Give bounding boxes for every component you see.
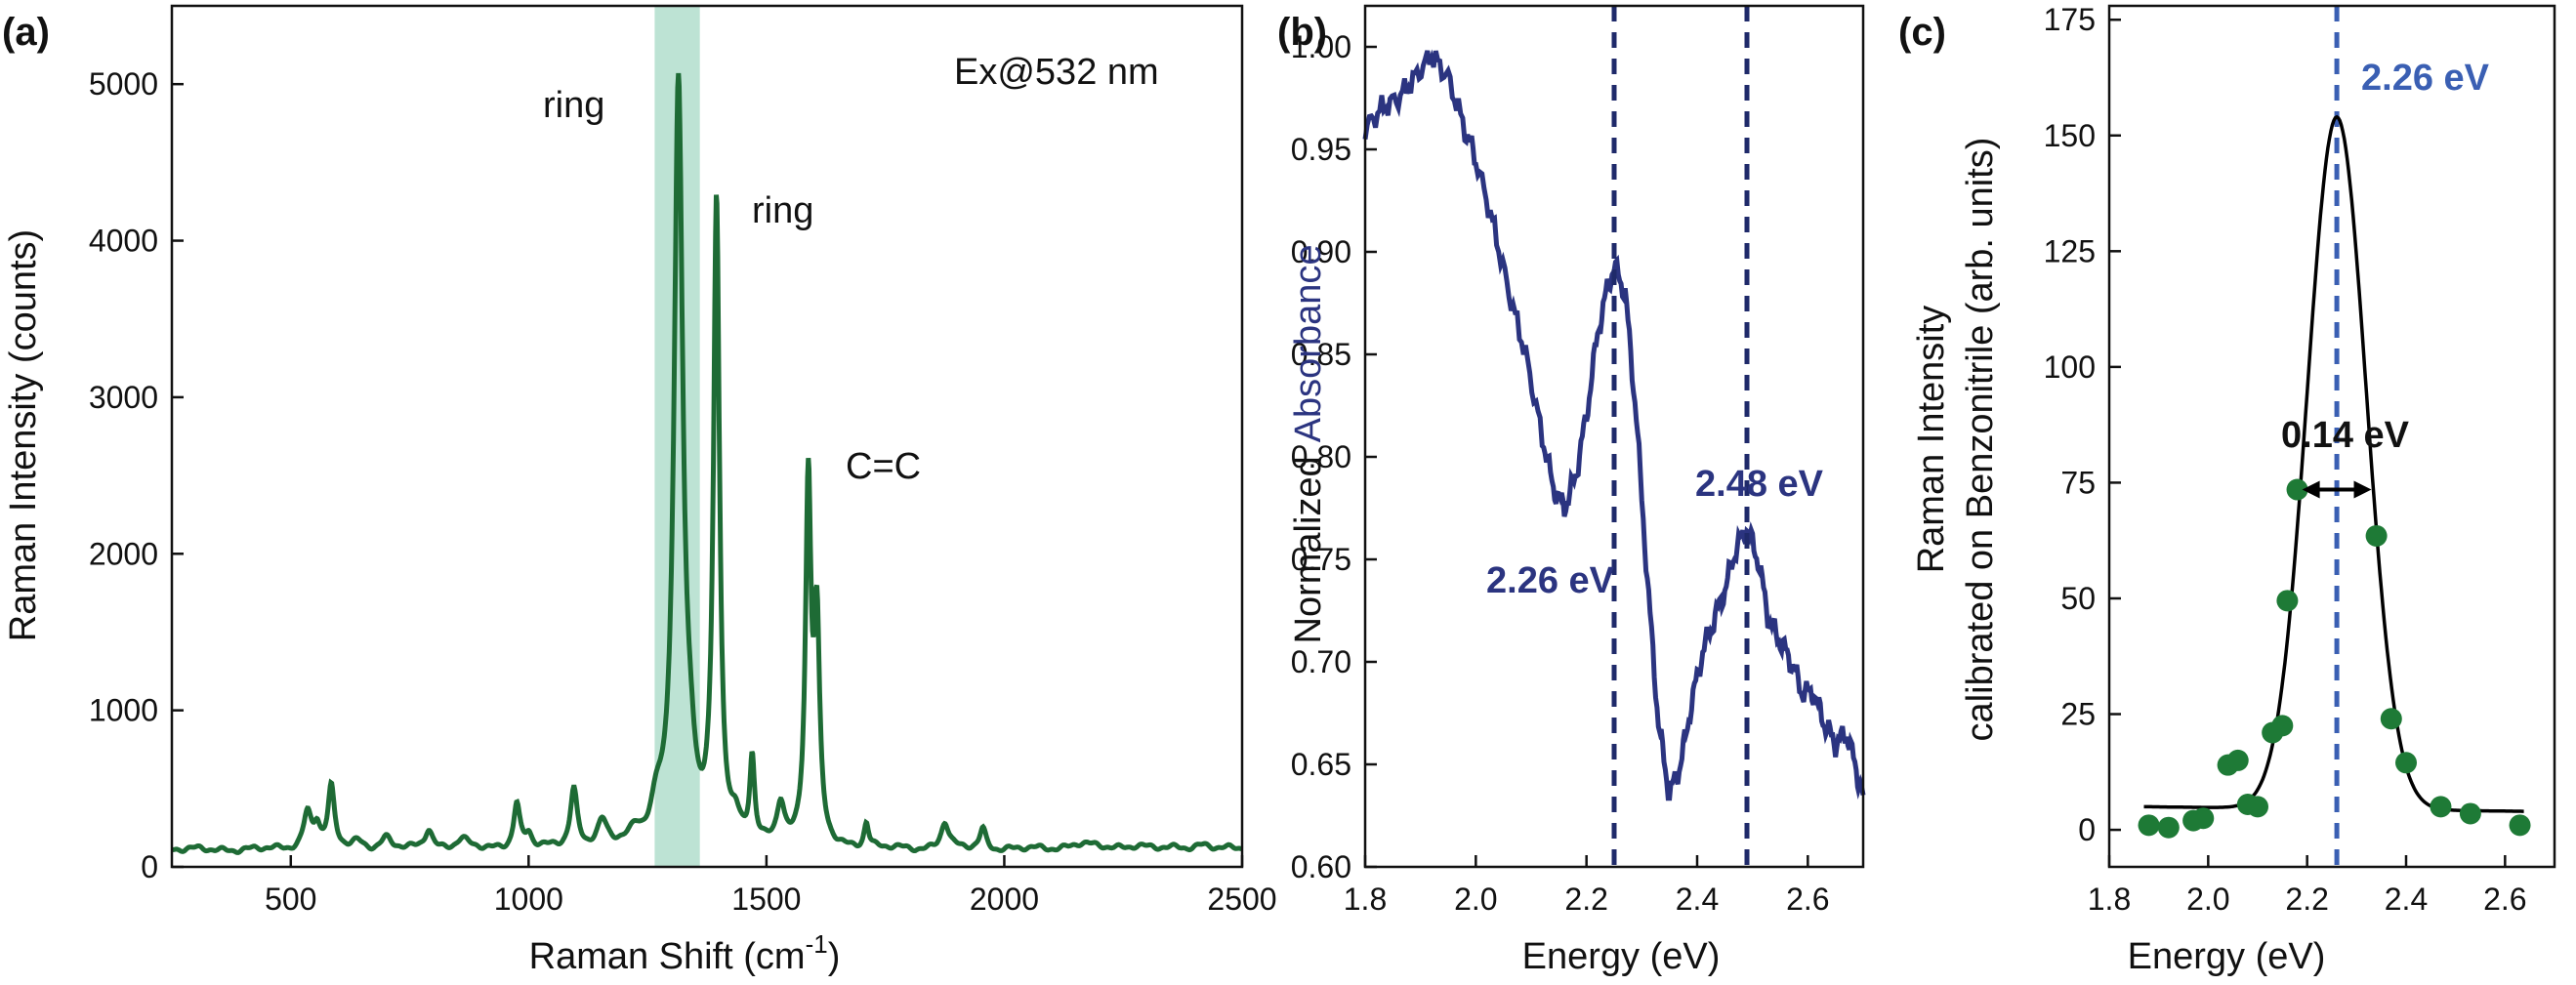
y-axis-label-c-line1: Raman Intensity — [1911, 306, 1952, 574]
x-tick-label: 1.8 — [2088, 882, 2131, 917]
data-point — [2459, 802, 2481, 825]
y-tick-label: 0.60 — [1291, 849, 1351, 884]
y-tick-label: 0.65 — [1291, 747, 1351, 782]
y-axis-label-b: NormalizedAbsorbance — [1288, 245, 1329, 644]
data-point — [2380, 708, 2402, 730]
panel-c-chart: 1.8 2.0 2.2 2.4 2.6 0 25 50 75 100 125 150 175 2.26… — [1911, 2, 2556, 977]
fwhm-arrow — [2302, 480, 2372, 499]
panel-b-chart: 1.8 2.0 2.2 2.4 2.6 0.60 0.65 0.70 0.75 0.80 0.85… — [1288, 4, 1866, 977]
plot-frame — [1363, 4, 1865, 869]
y-tick-label: 75 — [2060, 465, 2096, 500]
x-tick-label: 2.2 — [2285, 882, 2328, 917]
data-point — [2286, 478, 2308, 501]
x-tick-label: 2.6 — [2483, 882, 2526, 917]
y-tick-label: 3000 — [89, 380, 158, 415]
panel-b-label: (b) — [1277, 11, 1327, 54]
gaussian-fit-line — [2143, 114, 2524, 813]
raman-spectrum-line — [171, 72, 1244, 855]
x-tick-label: 2.4 — [2385, 882, 2428, 917]
arrowhead-left — [2302, 480, 2320, 499]
data-point — [2192, 807, 2215, 830]
x-tick-label: 1000 — [494, 882, 563, 917]
panel-a-chart: 500 1000 1500 2000 2500 0 1000 2000 3000 4000 500… — [3, 4, 1277, 977]
data-point — [2271, 715, 2294, 737]
y-tick-label: 175 — [2044, 2, 2096, 37]
panel-c-label: (c) — [1898, 11, 1946, 54]
y-tick-label: 4000 — [89, 224, 158, 259]
annotation-cc: C=C — [846, 446, 921, 487]
x-tick-label: 2.2 — [1564, 882, 1607, 917]
plot-frame — [2107, 4, 2556, 869]
x-tick-label: 500 — [265, 882, 316, 917]
y-tick-label: 50 — [2060, 581, 2096, 616]
y-tick-label: 0.95 — [1291, 132, 1351, 167]
x-tick-label: 2.0 — [2186, 882, 2229, 917]
y-tick-label: 0 — [2078, 812, 2096, 847]
data-point — [2430, 796, 2452, 818]
x-axis-label-a: Raman Shift (cm-1) — [529, 929, 841, 977]
y-tick-label: 25 — [2060, 697, 2096, 732]
y-tick-label: 0.70 — [1291, 644, 1351, 679]
absorbance-line — [1362, 49, 1866, 801]
x-axis-label-c: Energy (eV) — [2128, 936, 2326, 977]
y-tick-label: 1000 — [89, 693, 158, 728]
x-tick-label: 1.8 — [1344, 882, 1387, 917]
annotation-ring-1: ring — [543, 85, 604, 126]
data-point — [2157, 816, 2180, 839]
annotation-fwhm: 0.14 eV — [2281, 415, 2410, 456]
x-tick-label: 2.4 — [1676, 882, 1719, 917]
y-axis-label-a: Raman Intensity (counts) — [3, 229, 44, 641]
data-point — [2395, 752, 2417, 774]
x-axis-label-b: Energy (eV) — [1522, 936, 1721, 977]
y-tick-label: 0.75 — [1291, 542, 1351, 577]
y-tick-label: 0.80 — [1291, 439, 1351, 474]
plot-frame — [170, 4, 1244, 869]
y-tick-label: 100 — [2044, 349, 2096, 385]
data-point — [2509, 814, 2531, 837]
y-tick-label: 150 — [2044, 118, 2096, 153]
annotation-ring-2: ring — [752, 190, 813, 231]
x-tick-label: 2000 — [970, 882, 1039, 917]
data-point — [2247, 796, 2268, 818]
data-point — [2365, 524, 2388, 547]
annotation-2.48-ev: 2.48 eV — [1695, 464, 1824, 505]
y-tick-label: 0 — [141, 849, 158, 884]
x-tick-label: 1500 — [731, 882, 801, 917]
data-point — [2226, 749, 2249, 771]
arrowhead-right — [2353, 480, 2372, 499]
x-tick-label: 2.6 — [1786, 882, 1829, 917]
annotation-center-energy: 2.26 eV — [2361, 58, 2490, 99]
y-tick-label: 125 — [2044, 233, 2096, 268]
y-tick-label: 0.90 — [1291, 234, 1351, 269]
x-tick-label: 2500 — [1207, 882, 1276, 917]
y-tick-label: 0.85 — [1291, 337, 1351, 372]
x-tick-label: 2.0 — [1454, 882, 1497, 917]
data-point — [2138, 814, 2160, 837]
y-axis-label-c-line2: calibrated on Benzonitrile (arb. units) — [1960, 138, 2001, 742]
y-tick-label: 5000 — [89, 66, 158, 102]
annotation-excitation: Ex@532 nm — [954, 52, 1159, 93]
annotation-2.26-ev: 2.26 eV — [1486, 560, 1615, 601]
y-tick-label: 2000 — [89, 536, 158, 571]
y-tick-label: 1.00 — [1291, 29, 1351, 64]
panel-a-label: (a) — [2, 11, 50, 54]
data-point — [2276, 590, 2299, 612]
